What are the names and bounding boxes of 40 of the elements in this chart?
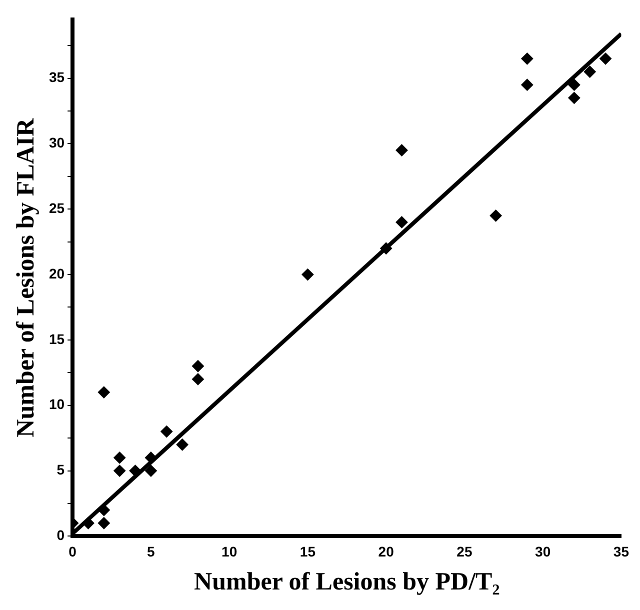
x-tick-label: 0: [68, 543, 77, 560]
point: [584, 66, 596, 78]
point: [98, 517, 110, 530]
point: [600, 52, 612, 65]
point: [176, 438, 188, 451]
point: [521, 52, 534, 65]
x-tick-label: 30: [535, 543, 551, 560]
point: [192, 360, 204, 372]
point: [521, 78, 534, 91]
y-axis-title: Number of Lesions by FLAIR: [12, 117, 40, 438]
point: [98, 504, 110, 516]
y-tick-label: 25: [48, 200, 65, 216]
x-tick-label: 35: [613, 543, 630, 560]
y-tick-label: 15: [48, 330, 65, 347]
point: [129, 464, 142, 477]
point: [490, 210, 502, 222]
point: [144, 464, 157, 477]
x-tick-label: 15: [300, 543, 316, 560]
x-tick-label: 5: [147, 543, 156, 560]
point: [568, 78, 580, 91]
point: [98, 386, 110, 398]
point: [396, 216, 408, 228]
point: [396, 144, 408, 156]
point: [192, 373, 204, 386]
y-tick-label: 0: [56, 527, 65, 544]
y-tick-label: 20: [48, 265, 65, 282]
x-axis-title: Number of Lesions by PD/T₂: [194, 568, 500, 596]
y-tick-label: 35: [48, 69, 65, 86]
x-tick-label: 20: [378, 543, 394, 560]
x-tick-label: 10: [222, 543, 238, 560]
point: [160, 426, 173, 438]
point: [380, 242, 392, 254]
point: [114, 452, 126, 464]
y-tick-label: 30: [48, 134, 65, 151]
y-tick-label: 10: [48, 396, 65, 412]
point: [568, 92, 580, 104]
x-tick-label: 25: [456, 543, 472, 560]
point: [114, 464, 126, 477]
y-tick-label: 5: [56, 462, 65, 478]
point: [302, 268, 314, 281]
